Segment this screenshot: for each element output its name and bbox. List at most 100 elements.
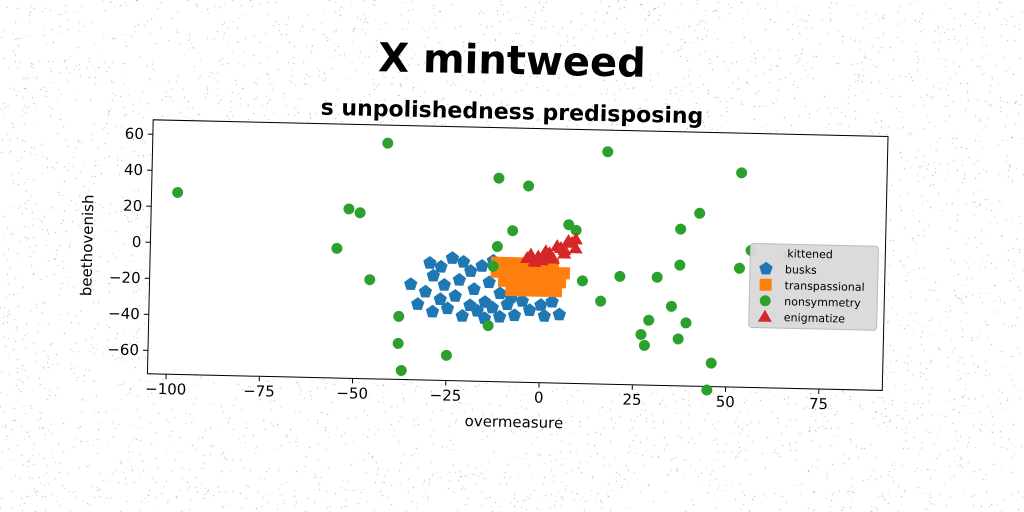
nonsymmetry-point [343, 203, 355, 215]
busks-point [492, 309, 507, 323]
legend-marker-nonsymmetry [759, 295, 771, 307]
busks-point [464, 264, 478, 277]
series-nonsymmetry [172, 137, 794, 396]
transpassional-point [527, 284, 540, 297]
nonsymmetry-point [643, 314, 655, 326]
busks-point [456, 254, 471, 268]
y-tick-label: 0 [132, 233, 142, 251]
nonsymmetry-point [507, 225, 519, 237]
busks-point [426, 268, 440, 282]
enigmatize-point [557, 242, 572, 256]
legend-label-transpassional: transpassional [784, 279, 864, 294]
nonsymmetry-point [354, 207, 366, 219]
nonsymmetry-point [493, 172, 505, 184]
series-busks [404, 251, 567, 325]
busks-point [537, 309, 551, 322]
x-tick-label: −50 [336, 384, 368, 403]
busks-point [552, 307, 567, 321]
enigmatize-point [527, 254, 542, 267]
axes-frame [146, 119, 889, 391]
nonsymmetry-point [680, 317, 692, 329]
busks-point [411, 297, 425, 310]
x-tick-label: 0 [534, 389, 544, 407]
nonsymmetry-point [440, 349, 452, 361]
nonsymmetry-point [172, 186, 184, 198]
nonsymmetry-point [736, 167, 748, 179]
y-tick-label: 60 [125, 125, 144, 143]
busks-point [437, 277, 451, 291]
busks-point [425, 304, 440, 318]
busks-point [433, 292, 447, 306]
nonsymmetry-point [482, 320, 494, 332]
busks-point [485, 300, 499, 314]
nonsymmetry-point [705, 357, 717, 369]
busks-point [515, 294, 530, 307]
nonsymmetry-point [392, 337, 404, 349]
nonsymmetry-point [672, 333, 684, 345]
nonsymmetry-point [651, 271, 663, 283]
busks-point [440, 301, 455, 315]
nonsymmetry-point [331, 242, 343, 254]
busks-point [452, 272, 466, 286]
legend-label-enigmatize: enigmatize [784, 311, 846, 325]
nonsymmetry-point [733, 262, 745, 274]
busks-point [434, 259, 448, 273]
nonsymmetry-point [382, 137, 394, 149]
nonsymmetry-point [674, 259, 686, 271]
transpassional-point [538, 284, 552, 298]
transpassional-point [497, 274, 511, 288]
nonsymmetry-point [595, 295, 607, 307]
y-tick-label: 20 [123, 197, 142, 215]
nonsymmetry-point [694, 207, 706, 219]
y-tick-label: −60 [107, 340, 139, 359]
y-axis-label: beethovenish [77, 194, 97, 296]
nonsymmetry-point [393, 310, 405, 322]
x-axis-label: overmeasure [464, 412, 563, 432]
nonsymmetry-point [635, 329, 647, 341]
nonsymmetry-point [665, 300, 677, 312]
nonsymmetry-point [570, 224, 582, 236]
x-tick-label: 25 [622, 391, 641, 409]
legend-label-nonsymmetry: nonsymmetry [784, 295, 861, 310]
legend-marker-transpassional [759, 278, 772, 291]
nonsymmetry-point [576, 275, 588, 287]
busks-point [507, 308, 522, 322]
busks-point [448, 289, 462, 302]
transpassional-point [516, 284, 529, 297]
busks-point [522, 303, 537, 317]
busks-point [418, 284, 433, 298]
y-tick-label: 40 [124, 161, 143, 179]
y-tick-label: −40 [108, 304, 140, 323]
nonsymmetry-point [701, 384, 713, 396]
enigmatize-point [542, 249, 557, 262]
busks-point [404, 277, 418, 290]
busks-point [534, 298, 548, 311]
nonsymmetry-point [675, 223, 687, 235]
busks-point [482, 275, 496, 289]
busks-point [475, 259, 489, 272]
x-tick-label: −100 [145, 380, 187, 399]
busks-point [423, 256, 437, 269]
series-enigmatize [519, 232, 583, 267]
legend-label-busks: busks [785, 263, 817, 277]
busks-point [470, 303, 484, 317]
x-tick-label: 50 [716, 393, 735, 411]
x-tick-label: 75 [809, 395, 828, 413]
nonsymmetry-point [602, 146, 614, 158]
nonsymmetry-point [487, 260, 499, 272]
enigmatize-point [568, 241, 583, 254]
legend-marker-busks [759, 261, 773, 275]
nonsymmetry-point [491, 241, 503, 253]
nonsymmetry-point [638, 339, 650, 351]
transpassional-point [505, 283, 518, 297]
enigmatize-point [568, 232, 583, 245]
nonsymmetry-point [364, 274, 376, 286]
busks-point [493, 286, 507, 300]
enigmatize-point [550, 239, 565, 252]
legend-marker-enigmatize [757, 309, 772, 322]
busks-point [455, 308, 469, 322]
plot-area: −100 −75 −50 −25 0 25 50 75 −60 −40 −20 0 20 40 60 over… [77, 119, 889, 432]
busks-point [545, 294, 559, 308]
y-tick-label: −20 [109, 268, 141, 287]
